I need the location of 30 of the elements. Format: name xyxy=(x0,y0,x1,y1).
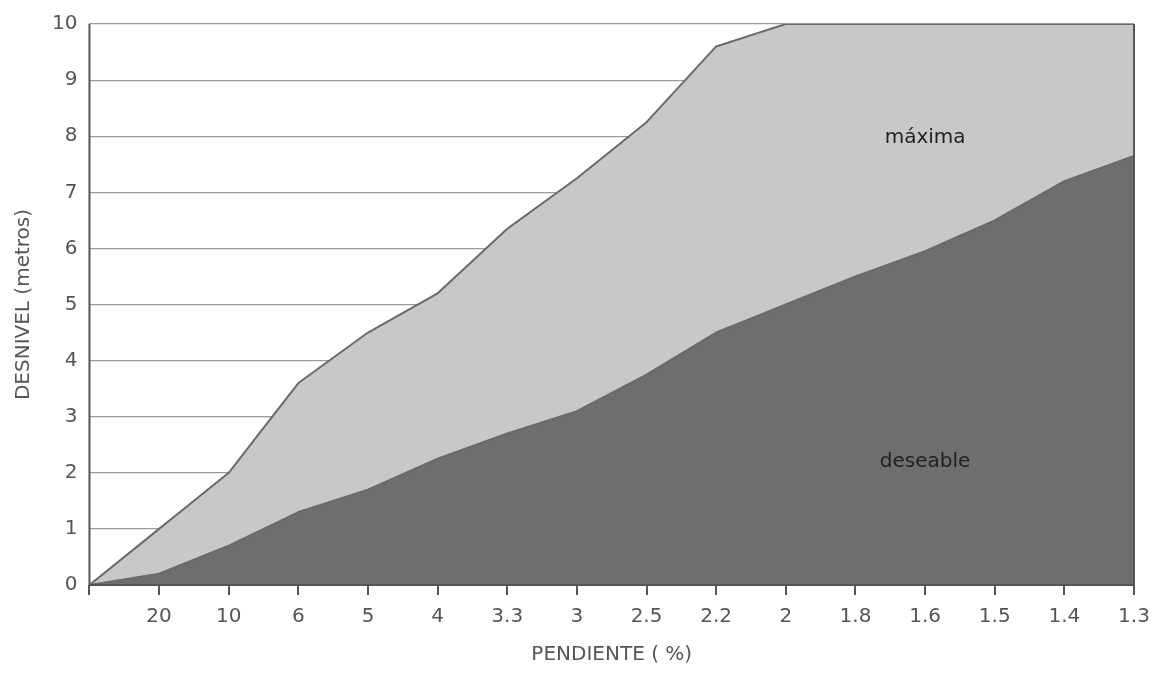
x-tick-label: 1.3 xyxy=(1118,603,1150,628)
y-tick-label: 1 xyxy=(64,515,78,540)
y-tick-label: 3 xyxy=(64,402,78,427)
y-tick-label: 9 xyxy=(64,66,78,91)
y-tick-label: 8 xyxy=(64,122,78,147)
x-axis-title: PENDIENTE ( %) xyxy=(531,641,693,666)
series-label: máxima xyxy=(884,123,966,148)
series-label: deseable xyxy=(879,447,971,472)
x-tick-label: 4 xyxy=(431,603,444,628)
x-tick-label: 1.8 xyxy=(839,603,872,628)
y-tick-label: 10 xyxy=(52,10,78,35)
y-tick-label: 0 xyxy=(64,571,78,596)
x-tick-label: 2.5 xyxy=(630,603,663,628)
y-tick-label: 4 xyxy=(64,346,78,371)
x-tick-label: 3 xyxy=(570,603,584,628)
y-tick-label: 5 xyxy=(64,290,78,315)
x-tick-label: 1.5 xyxy=(978,603,1011,628)
y-tick-label: 7 xyxy=(64,178,78,203)
x-tick-label: 2 xyxy=(779,603,793,628)
x-tick-label: 1.4 xyxy=(1048,603,1081,628)
y-tick-label: 6 xyxy=(64,234,78,259)
x-tick-label: 10 xyxy=(216,603,242,628)
x-tick-label: 5 xyxy=(361,603,375,628)
x-tick-label: 3.3 xyxy=(491,603,524,628)
y-axis-title: DESNIVEL (metros) xyxy=(10,208,35,401)
x-tick-label: 20 xyxy=(146,603,172,628)
x-tick-label: 2.2 xyxy=(700,603,733,628)
x-tick-label: 6 xyxy=(291,603,305,628)
x-tick-label: 1.6 xyxy=(909,603,941,628)
y-tick-label: 2 xyxy=(64,459,78,483)
